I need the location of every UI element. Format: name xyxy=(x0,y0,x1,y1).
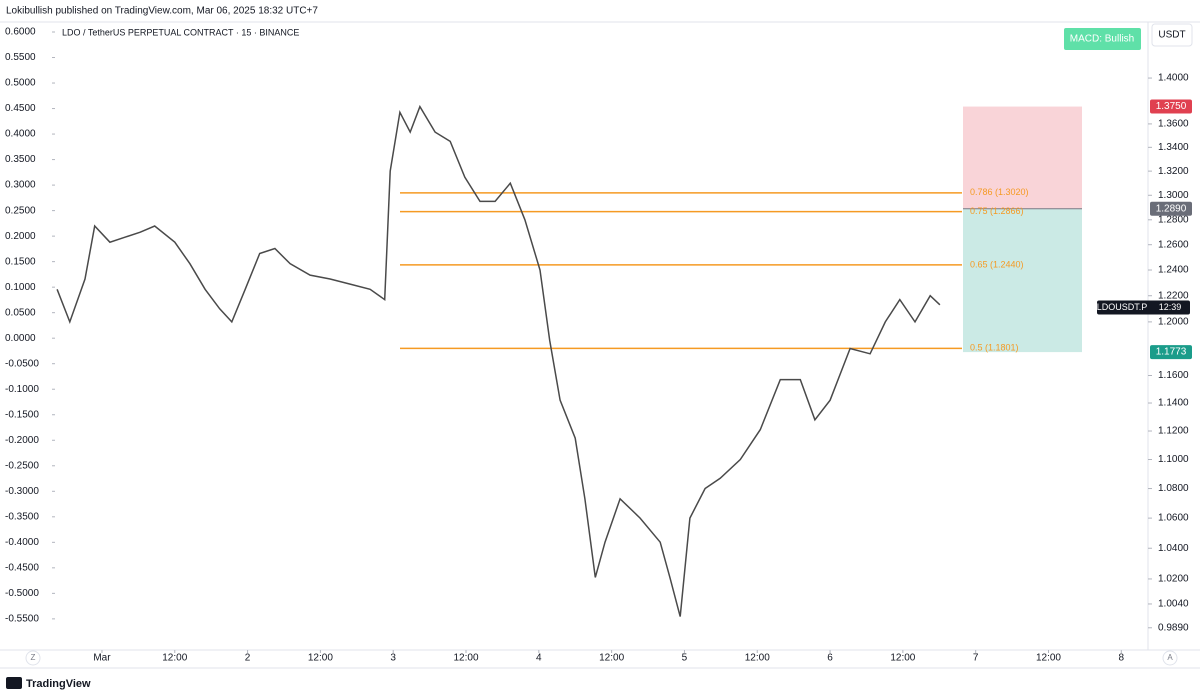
y-tick-label: 1.0400 xyxy=(1158,543,1189,554)
fib-label: 0.65 (1.2440) xyxy=(970,259,1024,269)
price-line xyxy=(56,104,941,617)
x-tick-label: 12:00 xyxy=(890,653,915,664)
y2-tick-label: 0.1000 xyxy=(5,282,36,293)
y2-tick-label: 0.2000 xyxy=(5,231,36,242)
x-tick-label: 2 xyxy=(245,653,251,664)
y-tick-label: 1.2200 xyxy=(1158,290,1189,301)
y-tick-label: 1.0800 xyxy=(1158,483,1189,494)
x-tick-label: 12:00 xyxy=(308,653,333,664)
y2-tick-label: -0.4500 xyxy=(5,562,39,573)
x-tick-label: 6 xyxy=(827,653,833,664)
badge: MACD: Bullish xyxy=(1070,34,1134,45)
price-tag xyxy=(1150,99,1192,114)
x-tick-label: 3 xyxy=(390,653,396,664)
y-tick-label: 1.4000 xyxy=(1158,73,1189,84)
x-tick-label: 4 xyxy=(536,653,542,664)
price-tag-label: 1.3750 xyxy=(1156,101,1187,112)
y-tick-label: 1.1200 xyxy=(1158,426,1189,437)
badge-bg xyxy=(1064,28,1141,50)
y-tick-label: 1.1000 xyxy=(1158,454,1189,465)
x-tick-label: 5 xyxy=(682,653,688,664)
y2-tick-label: -0.4000 xyxy=(5,537,39,548)
price-tag xyxy=(1150,201,1192,216)
y2-tick-label: 0.5500 xyxy=(5,52,36,63)
logo-icon xyxy=(6,677,22,689)
stop-zone xyxy=(963,106,1082,209)
fib-label: 0.75 (1.2866) xyxy=(970,206,1024,216)
currency[interactable]: USDT xyxy=(1158,30,1185,41)
symbol-label: LDOUSDT.P xyxy=(1097,302,1148,312)
y-tick-label: 1.1400 xyxy=(1158,398,1189,409)
y2-tick-label: 0.3500 xyxy=(5,154,36,165)
y2-tick-label: -0.5500 xyxy=(5,614,39,625)
fib-label: 0.5 (1.1801) xyxy=(970,343,1019,353)
chart-title: LDO / TetherUS PERPETUAL CONTRACT · 15 ·… xyxy=(62,27,299,37)
y2-tick-label: -0.5000 xyxy=(5,588,39,599)
price-tag-label: 1.1773 xyxy=(1156,347,1187,358)
target-zone xyxy=(963,208,1082,353)
published-note: Lokibullish published on TradingView.com… xyxy=(6,6,318,17)
y-tick-label: 1.0040 xyxy=(1158,599,1189,610)
x-tick-label: 7 xyxy=(973,653,979,664)
countdown-label: 12:39 xyxy=(1159,302,1182,312)
y2-tick-label: 0.5000 xyxy=(5,78,36,89)
footer-logo: TradingView xyxy=(26,678,91,690)
y-tick-label: 1.2400 xyxy=(1158,265,1189,276)
y-tick-label: 1.0600 xyxy=(1158,513,1189,524)
y-tick-label: 1.3600 xyxy=(1158,119,1189,130)
price-tag-label: 1.2890 xyxy=(1156,203,1187,214)
y-tick-label: 1.3200 xyxy=(1158,166,1189,177)
x-tick-label: Mar xyxy=(93,653,111,664)
currency-button[interactable] xyxy=(1151,23,1193,47)
y-tick-label: 1.3400 xyxy=(1158,142,1189,153)
x-tick-label: 8 xyxy=(1119,653,1125,664)
x-tick-label: 12:00 xyxy=(1036,653,1061,664)
x-tick-label: 12:00 xyxy=(162,653,187,664)
price-tag xyxy=(1150,345,1192,360)
y2-tick-label: 0.6000 xyxy=(5,27,36,38)
fib-label: 0.786 (1.3020) xyxy=(970,187,1029,197)
y-tick-label: 0.9890 xyxy=(1158,622,1189,633)
axis-button[interactable] xyxy=(25,650,41,666)
top-bar xyxy=(0,0,1200,22)
y2-tick-label: 0.3000 xyxy=(5,180,36,191)
y2-tick-label: 0.2500 xyxy=(5,205,36,216)
y2-tick-label: -0.3000 xyxy=(5,486,39,497)
y2-tick-label: -0.3500 xyxy=(5,511,39,522)
y2-tick-label: -0.2500 xyxy=(5,460,39,471)
y-tick-label: 1.3000 xyxy=(1158,190,1189,201)
axis-button-label[interactable]: A xyxy=(1167,653,1173,662)
y-tick-label: 1.2600 xyxy=(1158,239,1189,250)
y2-tick-label: -0.1500 xyxy=(5,409,39,420)
last-price-tag xyxy=(1097,300,1190,315)
y2-tick-label: -0.1000 xyxy=(5,384,39,395)
y-tick-label: 1.0200 xyxy=(1158,574,1189,585)
y2-tick-label: -0.2000 xyxy=(5,435,39,446)
y2-tick-label: 0.4500 xyxy=(5,103,36,114)
axis-button-label[interactable]: Z xyxy=(31,653,36,662)
y2-tick-label: 0.0500 xyxy=(5,307,36,318)
x-tick-label: 12:00 xyxy=(599,653,624,664)
axis-button[interactable] xyxy=(1162,650,1178,666)
x-tick-label: 12:00 xyxy=(453,653,478,664)
y-tick-label: 1.2800 xyxy=(1158,214,1189,225)
x-tick-label: 12:00 xyxy=(745,653,770,664)
y-tick-label: 1.1600 xyxy=(1158,370,1189,381)
y2-tick-label: -0.0500 xyxy=(5,358,39,369)
y2-tick-label: 0.4000 xyxy=(5,129,36,140)
y-tick-label: 1.2000 xyxy=(1158,317,1189,328)
y2-tick-label: 0.1500 xyxy=(5,256,36,267)
y2-tick-label: 0.0000 xyxy=(5,333,36,344)
